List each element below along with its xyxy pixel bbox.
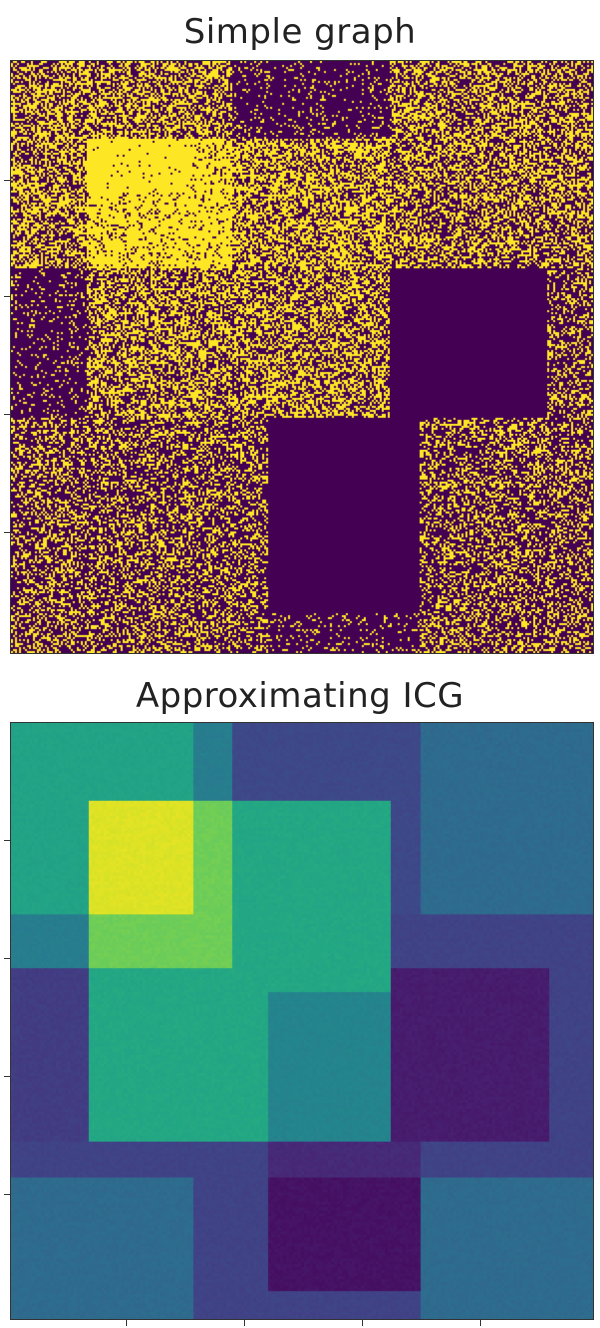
- chart-title-approximating-icg: Approximating ICG: [135, 676, 465, 716]
- y-tick: [4, 958, 10, 959]
- chart-title-simple-graph: Simple graph: [183, 12, 417, 52]
- approximating-icg-heatmap-canvas: [11, 723, 593, 1319]
- y-tick: [4, 296, 10, 297]
- y-tick: [4, 1194, 10, 1195]
- simple-graph-panel: Simple graph: [0, 0, 600, 660]
- simple-graph-heatmap: [10, 60, 594, 654]
- x-tick: [244, 1320, 245, 1326]
- y-tick: [4, 1076, 10, 1077]
- simple-graph-heatmap-canvas: [11, 61, 593, 653]
- x-tick: [362, 1320, 363, 1326]
- approximating-icg-panel: Approximating ICG: [0, 664, 600, 1328]
- x-tick: [126, 1320, 127, 1326]
- x-tick: [480, 1320, 481, 1326]
- y-tick: [4, 532, 10, 533]
- approximating-icg-heatmap: [10, 722, 594, 1320]
- y-tick: [4, 840, 10, 841]
- y-tick: [4, 180, 10, 181]
- y-tick: [4, 414, 10, 415]
